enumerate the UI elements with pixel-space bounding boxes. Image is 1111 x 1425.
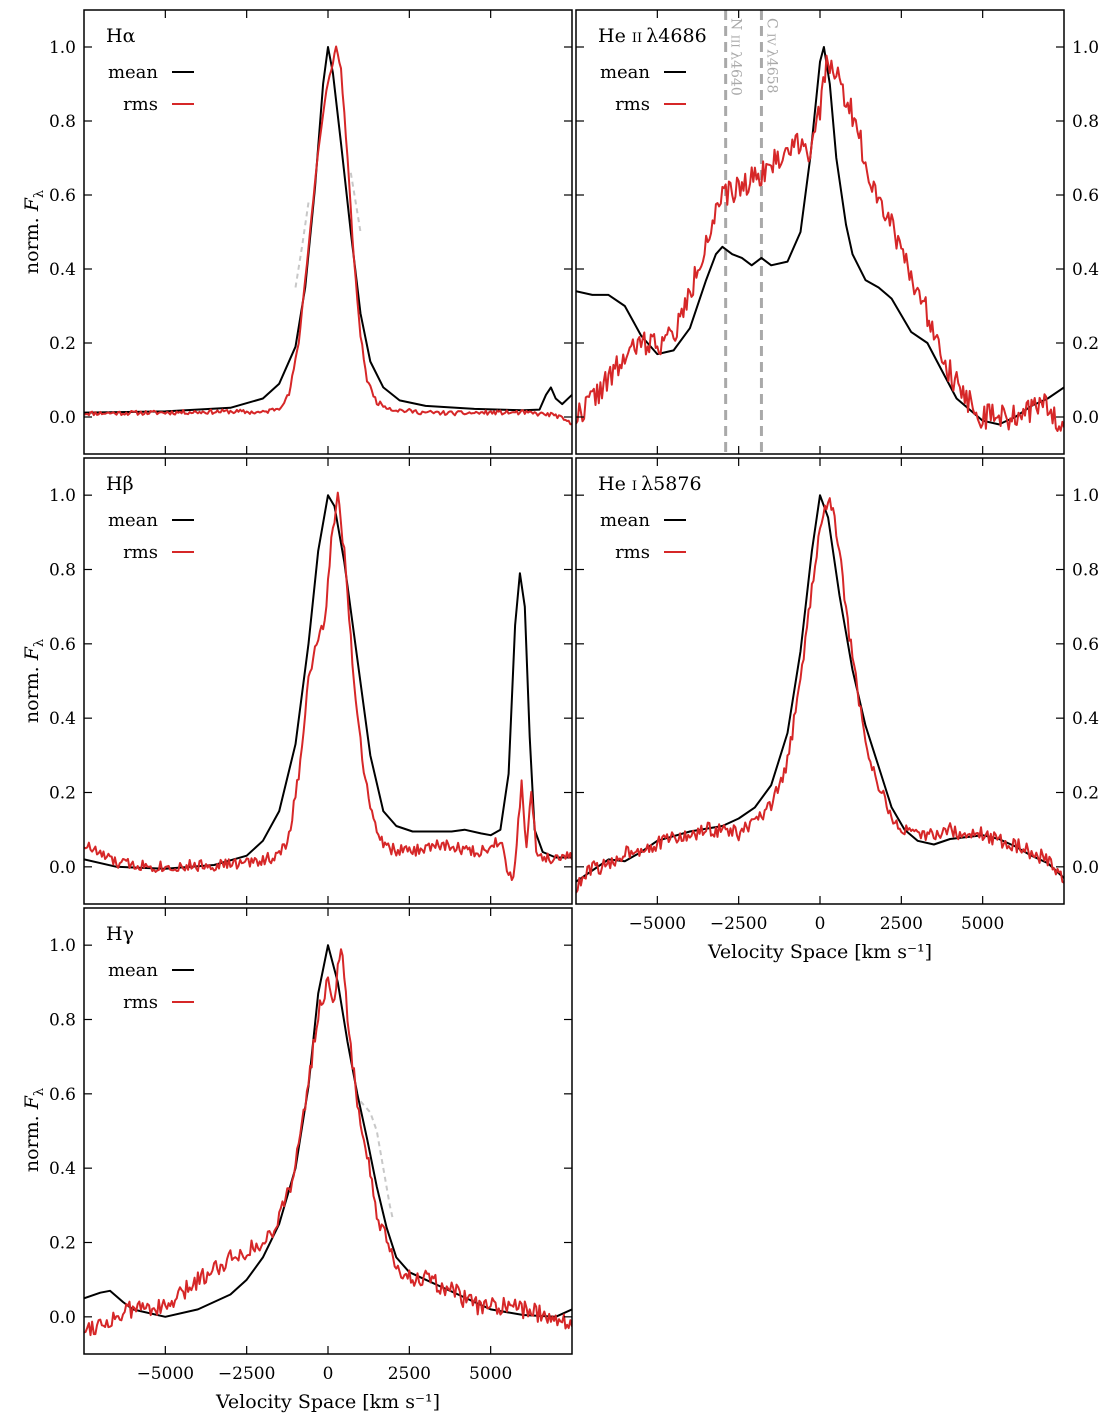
panel-title: He II λ4686 <box>598 25 707 47</box>
legend-label-rms: rms <box>123 542 158 563</box>
legend-label-rms: rms <box>615 94 650 115</box>
series-masked <box>359 1100 395 1221</box>
y-axis-label-row1: norm. Fλ <box>21 190 47 274</box>
legend-label-mean: mean <box>108 62 158 83</box>
panel-halpha: 0.0 0.2 0.4 0.6 0.8 1.0 Hα mean rms <box>49 9 573 455</box>
y-tick-label: 0.0 <box>49 408 76 428</box>
x-tick-label: −2500 <box>710 914 768 934</box>
panel-hgamma: 0.0 0.2 0.4 0.6 0.8 1.0 −5000 −2500 0 2500 5000 Vel… <box>49 907 573 1413</box>
x-tick-label: −5000 <box>137 1364 195 1384</box>
y-tick-label: 0.6 <box>1072 635 1099 655</box>
legend-label-mean: mean <box>108 510 158 531</box>
y-tick-label: 0.0 <box>1072 858 1099 878</box>
y-tick-label: 0.6 <box>1072 186 1099 206</box>
y-tick-label: 1.0 <box>49 38 76 58</box>
series-rms <box>576 54 1064 432</box>
y-tick-label: 1.0 <box>49 486 76 506</box>
x-tick-label: −2500 <box>218 1364 276 1384</box>
marker-label: C IV λ4658 <box>763 18 779 93</box>
panel-hbeta: 0.0 0.2 0.4 0.6 0.8 1.0 Hβ mean rms <box>49 457 573 905</box>
y-axis-label-row3: norm. Fλ <box>21 1088 47 1172</box>
y-tick-label: 0.2 <box>1072 784 1099 804</box>
y-tick-label: 0.2 <box>49 1234 76 1254</box>
y-tick-label: 0.4 <box>1072 260 1099 280</box>
x-tick-label: 2500 <box>388 1364 431 1384</box>
y-tick-label: 1.0 <box>1072 486 1099 506</box>
legend-label-mean: mean <box>600 510 650 531</box>
series-rms <box>84 491 572 881</box>
x-tick-label: 5000 <box>469 1364 512 1384</box>
y-tick-label: 0.4 <box>49 260 76 280</box>
marker-label: N III λ4640 <box>728 18 744 96</box>
y-tick-label: 1.0 <box>49 936 76 956</box>
y-tick-label: 0.8 <box>49 1011 76 1031</box>
series-rms <box>84 45 572 426</box>
legend-label-rms: rms <box>123 992 158 1013</box>
panel-hei: 0.0 0.2 0.4 0.6 0.8 1.0 −5000 −2500 0 2500 5000 Vel… <box>575 457 1099 963</box>
y-tick-label: 0.8 <box>49 561 76 581</box>
x-axis-label: Velocity Space [km s⁻¹] <box>215 1391 440 1413</box>
y-tick-label: 0.8 <box>1072 112 1099 132</box>
y-tick-label: 0.0 <box>49 858 76 878</box>
legend-label-rms: rms <box>615 542 650 563</box>
x-tick-label: −5000 <box>629 914 687 934</box>
y-tick-label: 0.4 <box>49 709 76 729</box>
series-rms <box>576 497 1064 894</box>
y-tick-label: 0.0 <box>1072 408 1099 428</box>
x-axis-label: Velocity Space [km s⁻¹] <box>707 941 932 963</box>
y-tick-label: 0.4 <box>1072 709 1099 729</box>
series-masked2 <box>349 172 362 233</box>
y-tick-label: 0.8 <box>49 112 76 132</box>
y-tick-label: 0.2 <box>1072 334 1099 354</box>
series-mean <box>576 46 1064 426</box>
panel-heii: N III λ4640 C IV λ4658 0.0 0.2 0.4 0.6 0.8 1.0 H… <box>575 9 1099 455</box>
series-rms <box>84 948 572 1337</box>
series-mean <box>84 494 572 870</box>
y-tick-label: 1.0 <box>1072 38 1099 58</box>
y-tick-label: 0.2 <box>49 784 76 804</box>
y-tick-label: 0.2 <box>49 334 76 354</box>
series-mean <box>84 944 572 1318</box>
y-tick-label: 0.4 <box>49 1159 76 1179</box>
y-tick-label: 0.0 <box>49 1308 76 1328</box>
legend-label-mean: mean <box>600 62 650 83</box>
panel-title: He I λ5876 <box>598 473 702 495</box>
series-masked <box>294 202 310 288</box>
x-tick-label: 0 <box>323 1364 334 1384</box>
x-tick-label: 0 <box>815 914 826 934</box>
legend-label-rms: rms <box>123 94 158 115</box>
y-tick-label: 0.6 <box>49 635 76 655</box>
y-tick-label: 0.6 <box>49 186 76 206</box>
panel-title: Hβ <box>106 473 134 495</box>
y-axis-label-row2: norm. Fλ <box>21 639 47 723</box>
panel-title: Hα <box>106 25 136 47</box>
panel-title: Hγ <box>106 923 134 945</box>
y-tick-label: 0.6 <box>49 1085 76 1105</box>
y-tick-label: 0.8 <box>1072 561 1099 581</box>
x-tick-label: 2500 <box>880 914 923 934</box>
x-tick-label: 5000 <box>961 914 1004 934</box>
legend-label-mean: mean <box>108 960 158 981</box>
